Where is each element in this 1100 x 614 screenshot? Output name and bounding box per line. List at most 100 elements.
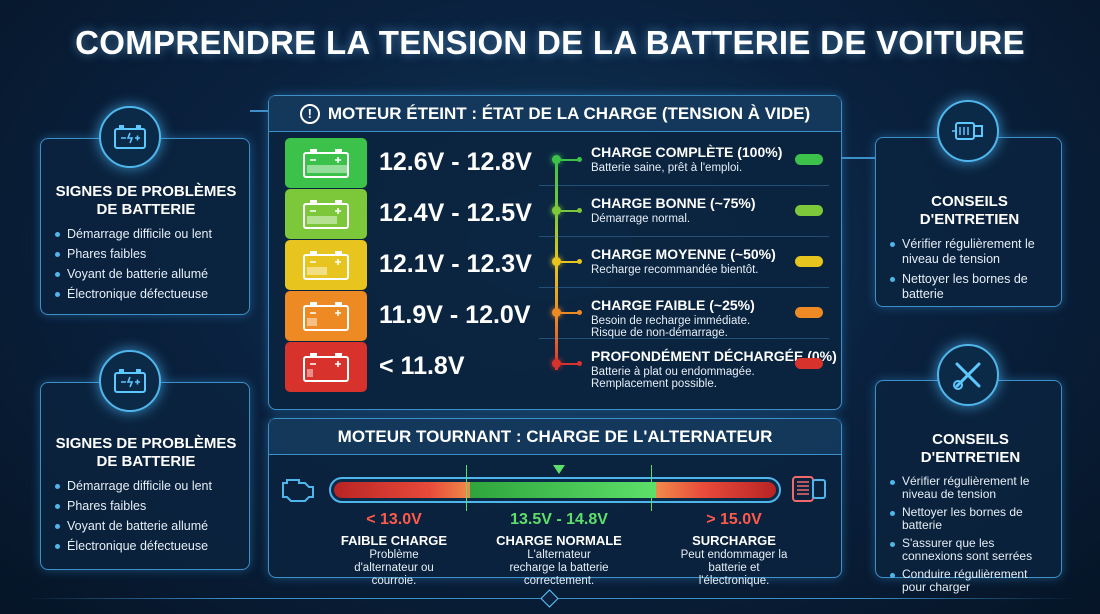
gauge-zone-normal xyxy=(470,482,656,498)
scale-dot xyxy=(552,257,561,266)
wrench-screwdriver-icon xyxy=(937,344,999,406)
engine-off-header: ! MOTEUR ÉTEINT : ÉTAT DE LA CHARGE (TEN… xyxy=(269,96,841,132)
status-pill xyxy=(795,307,823,318)
engine-on-header: MOTEUR TOURNANT : CHARGE DE L'ALTERNATEU… xyxy=(269,419,841,455)
engine-warning-icon xyxy=(282,479,314,502)
list-item: S'assurer que les connexions sont serrée… xyxy=(888,537,1053,563)
list-item: Nettoyer les bornes de batterie xyxy=(888,272,1051,302)
gauge-zone-high xyxy=(656,482,776,498)
status-pill xyxy=(795,358,823,369)
charge-desc: Batterie à plat ou endommagée. Remplacem… xyxy=(591,366,755,390)
scale-connector xyxy=(561,312,579,314)
zone-label: SURCHARGE xyxy=(692,533,776,548)
zone-normal: 13.5V - 14.8V CHARGE NORMALE L'alternateur… xyxy=(474,511,644,588)
voltage-range: 12.6V - 12.8V xyxy=(379,148,532,176)
voltage-range: 12.1V - 12.3V xyxy=(379,250,532,278)
list-item: Voyant de batterie allumé xyxy=(53,519,239,534)
right-panel-2: CONSEILS D'ENTRETIEN Vérifier régulièrem… xyxy=(875,380,1062,594)
engine-icon xyxy=(937,100,999,162)
zone-voltage: < 13.0V xyxy=(366,511,422,528)
zone-low: < 13.0V FAIBLE CHARGE Problème d'alternate… xyxy=(309,511,479,588)
battery-level-icon xyxy=(285,240,367,290)
scale-connector xyxy=(561,363,579,365)
battery-level-icon xyxy=(285,189,367,239)
row-divider xyxy=(539,338,829,339)
battery-icon xyxy=(99,106,161,168)
engine-off-panel: ! MOTEUR ÉTEINT : ÉTAT DE LA CHARGE (TEN… xyxy=(268,95,842,410)
list-item: Phares faibles xyxy=(53,247,239,262)
engine-on-panel: MOTEUR TOURNANT : CHARGE DE L'ALTERNATEU… xyxy=(268,418,842,587)
charge-label: CHARGE BONNE (~75%) xyxy=(591,195,756,211)
status-pill xyxy=(795,154,823,165)
voltage-range: 11.9V - 12.0V xyxy=(379,301,531,329)
left-panel-1: SIGNES DE PROBLÈMES DE BATTERIE Démarrag… xyxy=(40,138,250,315)
list-1: Démarrage difficile ou lent Phares faibl… xyxy=(53,227,239,302)
list-item: Voyant de batterie allumé xyxy=(53,267,239,282)
alternator-gauge xyxy=(329,477,781,503)
charge-row: 12.6V - 12.8V CHARGE COMPLÈTE (100%) Bat… xyxy=(285,138,825,188)
charge-label: PROFONDÉMENT DÉCHARGÉE (0%) xyxy=(591,348,837,364)
row-divider xyxy=(539,287,829,288)
list-3: Vérifier régulièrement le niveau de tens… xyxy=(888,237,1051,302)
charge-desc: Batterie saine, prêt à l'emploi. xyxy=(591,162,743,174)
charge-label: CHARGE FAIBLE (~25%) xyxy=(591,297,755,313)
engine-off-title: MOTEUR ÉTEINT : ÉTAT DE LA CHARGE (TENSI… xyxy=(327,103,811,123)
list-item: Phares faibles xyxy=(53,499,239,514)
left-panel-2: SIGNES DE PROBLÈMES DE BATTERIE Démarrag… xyxy=(40,382,250,570)
list-item: Démarrage difficile ou lent xyxy=(53,227,239,242)
battery-level-icon xyxy=(285,342,367,392)
panel-title: SIGNES DE PROBLÈMES DE BATTERIE xyxy=(55,435,237,470)
charge-desc: Besoin de recharge immédiate. Risque de … xyxy=(591,315,751,339)
scale-dot xyxy=(552,308,561,317)
list-item: Électronique défectueuse xyxy=(53,287,239,302)
scale-dot xyxy=(552,155,561,164)
charge-row: < 11.8V PROFONDÉMENT DÉCHARGÉE (0%) Batt… xyxy=(285,342,837,392)
connector-line xyxy=(842,157,875,159)
charge-desc: Recharge recommandée bientôt. xyxy=(591,264,759,276)
scale-dot xyxy=(552,206,561,215)
scale-dot-small xyxy=(577,208,582,213)
right-panel-1: CONSEILS D'ENTRETIEN Vérifier régulièrem… xyxy=(875,137,1062,307)
status-pill xyxy=(795,205,823,216)
list-2: Démarrage difficile ou lent Phares faibl… xyxy=(53,479,239,554)
zone-voltage: 13.5V - 14.8V xyxy=(510,511,608,528)
scale-dot xyxy=(552,359,561,368)
panel-title: CONSEILS D'ENTRETIEN xyxy=(919,193,1020,228)
scale-dot-small xyxy=(577,310,582,315)
voltage-range: 12.4V - 12.5V xyxy=(379,199,532,227)
list-item: Nettoyer les bornes de batterie xyxy=(888,506,1053,532)
gauge-zone-low xyxy=(334,482,470,498)
status-pill xyxy=(795,256,823,267)
zone-desc: Peut endommager la batterie et l'électro… xyxy=(680,549,788,587)
battery-level-icon xyxy=(285,291,367,341)
charge-label: CHARGE MOYENNE (~50%) xyxy=(591,246,776,262)
voltage-range: < 11.8V xyxy=(379,352,465,380)
zone-label: CHARGE NORMALE xyxy=(496,533,622,548)
scale-dot-small xyxy=(577,157,582,162)
charge-desc: Démarrage normal. xyxy=(591,213,691,225)
alternator-icon xyxy=(792,476,826,502)
zone-high: > 15.0V SURCHARGE Peut endommager la batte… xyxy=(649,511,819,588)
zone-desc: L'alternateur recharge la batterie corre… xyxy=(509,549,609,587)
alert-icon: ! xyxy=(299,103,320,124)
panel-title: CONSEILS D'ENTRETIEN xyxy=(920,431,1021,466)
charge-row: 11.9V - 12.0V CHARGE FAIBLE (~25%) Besoi… xyxy=(285,291,825,341)
scale-dot-small xyxy=(577,259,582,264)
page-title: COMPRENDRE LA TENSION DE LA BATTERIE DE … xyxy=(75,24,1025,61)
battery-level-icon xyxy=(285,138,367,188)
indicator-triangle-icon xyxy=(553,465,565,474)
panel-title: SIGNES DE PROBLÈMES DE BATTERIE xyxy=(55,183,237,218)
charge-row: 12.1V - 12.3V CHARGE MOYENNE (~50%) Rech… xyxy=(285,240,825,290)
charge-label: CHARGE COMPLÈTE (100%) xyxy=(591,144,783,160)
charge-row: 12.4V - 12.5V CHARGE BONNE (~75%) Démarr… xyxy=(285,189,825,239)
scale-dot-small xyxy=(577,361,582,366)
list-item: Conduire régulièrement pour charger xyxy=(888,568,1053,594)
battery-icon xyxy=(99,350,161,412)
list-item: Vérifier régulièrement le niveau de tens… xyxy=(888,475,1053,501)
list-item: Électronique défectueuse xyxy=(53,539,239,554)
connector-line xyxy=(250,110,268,112)
scale-connector xyxy=(561,210,579,212)
row-divider xyxy=(539,236,829,237)
row-divider xyxy=(539,185,829,186)
zone-desc: Problème d'alternateur ou courroie. xyxy=(354,549,434,587)
